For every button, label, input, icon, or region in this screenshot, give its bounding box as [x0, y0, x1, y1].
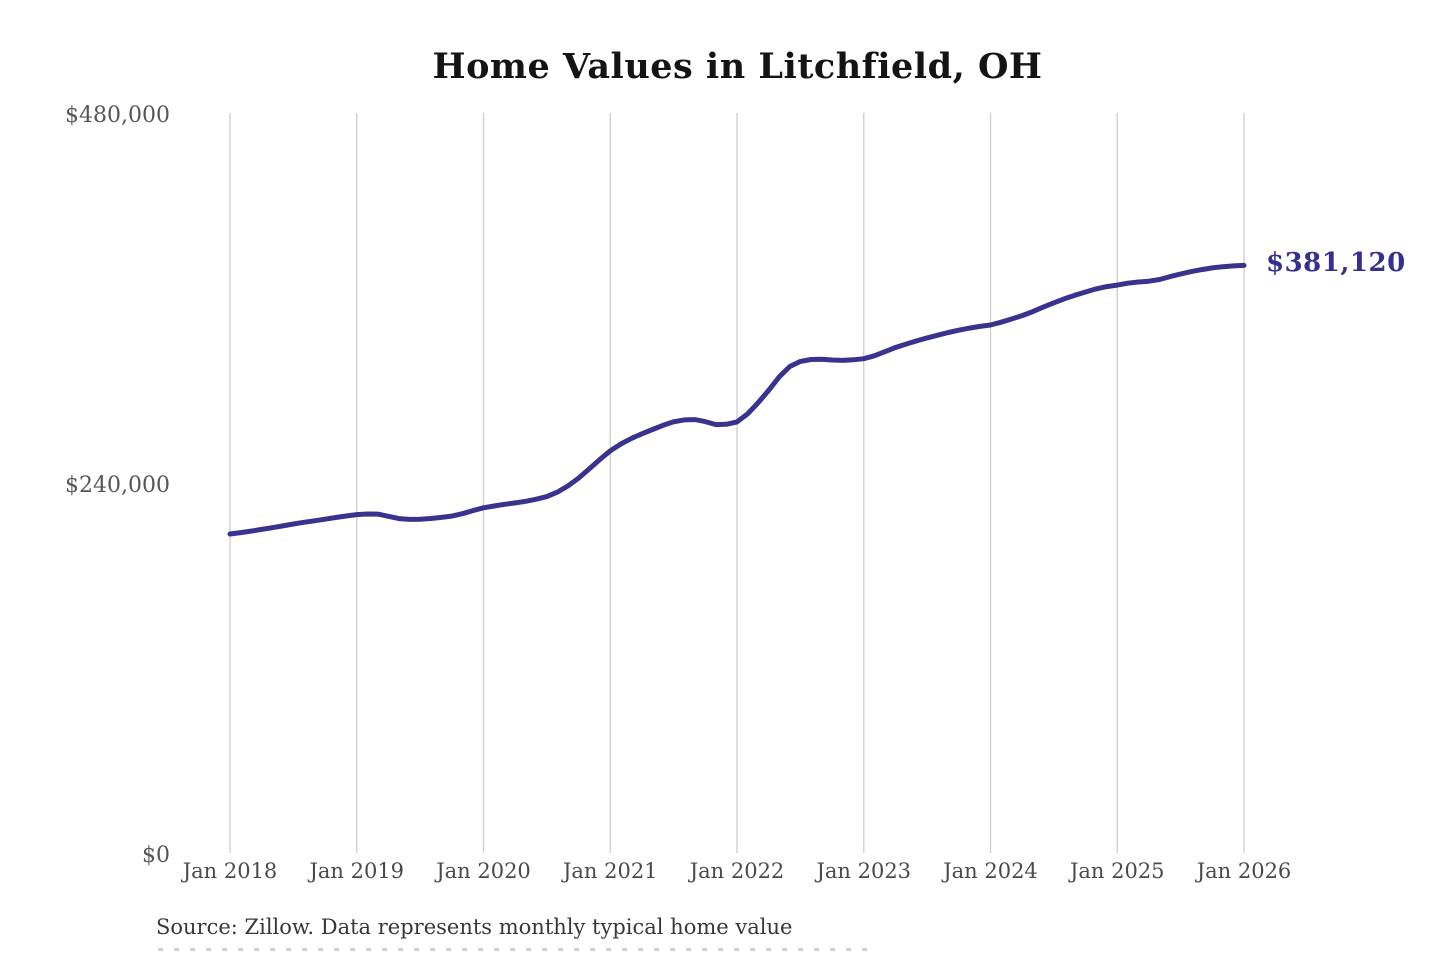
final-value-label: $381,120 [1266, 248, 1406, 279]
x-tick-label: Jan 2022 [689, 859, 785, 883]
x-tick-label: Jan 2020 [436, 859, 531, 883]
y-tick-label: $240,000 [65, 473, 170, 498]
x-tick-label: Jan 2019 [309, 859, 405, 883]
x-tick-label: Jan 2021 [562, 859, 658, 883]
x-tick-label: Jan 2024 [943, 859, 1038, 883]
home-value-line [227, 262, 1247, 537]
x-tick-label: Jan 2023 [816, 859, 912, 883]
y-tick-label: $0 [142, 843, 170, 868]
y-tick-label: $480,000 [65, 103, 170, 128]
x-tick-label: Jan 2026 [1196, 859, 1292, 883]
x-tick-label: Jan 2025 [1069, 859, 1165, 883]
cropped-text-artifact [158, 948, 870, 951]
chart-title: Home Values in Litchfield, OH [432, 46, 1043, 87]
source-note: Source: Zillow. Data represents monthly … [156, 915, 793, 939]
x-tick-label: Jan 2018 [182, 859, 278, 883]
